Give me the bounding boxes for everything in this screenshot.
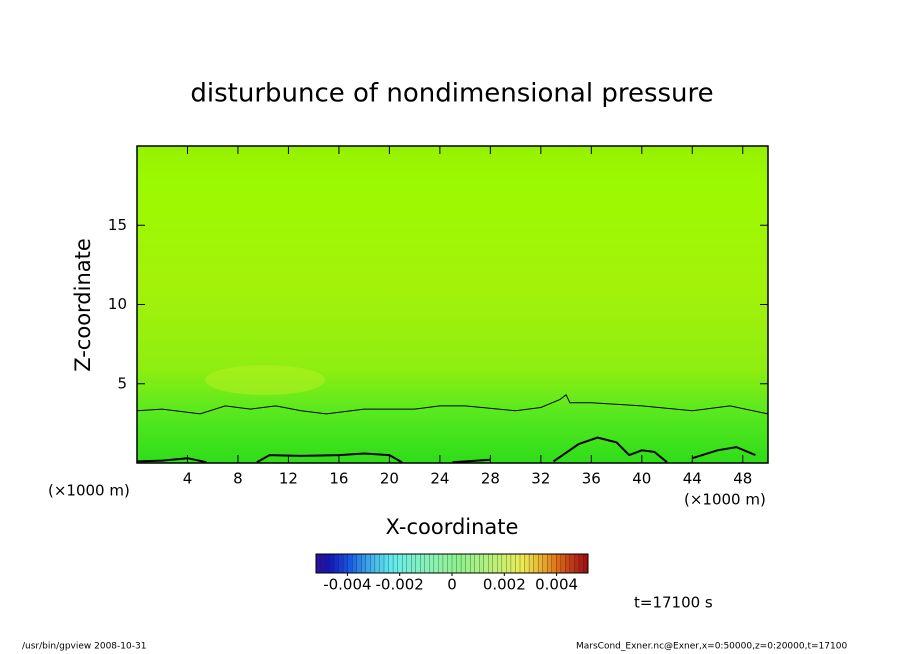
x-tick-label: 8 (233, 470, 243, 488)
colorbar-band (324, 553, 331, 574)
colorbar-band (497, 553, 503, 574)
colorbar-band (388, 553, 394, 574)
colorbar-band (411, 553, 417, 574)
colorbar-band (429, 553, 435, 574)
colorbar-band (442, 553, 448, 574)
colorbar-band (352, 553, 358, 574)
colorbar-band (515, 553, 521, 574)
colorbar-band (465, 553, 471, 574)
y-unit: (×1000 m) (48, 482, 130, 500)
contour-line (136, 436, 756, 464)
colorbar-band (542, 553, 548, 574)
colorbar-band (456, 553, 462, 574)
colorbar-band (447, 553, 453, 574)
colorbar-band (365, 553, 371, 574)
colorbar-band (383, 553, 389, 574)
x-tick-label: 24 (430, 470, 449, 488)
colorbar-band (479, 553, 485, 574)
colorbar-band (406, 553, 412, 574)
colorbar-tick-label: -0.002 (376, 576, 424, 594)
x-tick-label: 36 (582, 470, 601, 488)
x-tick-label: 48 (733, 470, 752, 488)
x-axis-label: X-coordinate (386, 515, 519, 539)
colorbar-band (343, 553, 349, 574)
x-tick-label: 28 (481, 470, 500, 488)
colorbar-band (397, 553, 403, 574)
colorbar-band (537, 553, 544, 574)
colorbar-band (451, 553, 457, 574)
contour-line (136, 394, 769, 415)
colorbar-band (506, 553, 512, 574)
colorbar-band (524, 553, 530, 574)
colorbar-band (469, 553, 476, 574)
colorbar-band (556, 553, 562, 574)
colorbar-band (460, 553, 467, 574)
x-tick-label: 32 (531, 470, 550, 488)
colorbar-band (438, 553, 444, 574)
colorbar-band (474, 553, 480, 574)
x-unit: (×1000 m) (684, 491, 766, 509)
y-tick-label: 5 (117, 374, 127, 392)
colorbar-band (420, 553, 426, 574)
colorbar-band (433, 553, 439, 574)
colorbar-band (528, 553, 535, 574)
colorbar-band (392, 553, 399, 574)
field (137, 146, 768, 463)
colorbar-band (519, 553, 525, 574)
colorbar-band (488, 553, 494, 574)
x-tick-label: 44 (683, 470, 702, 488)
colorbar-band (424, 553, 430, 574)
colorbar-tick-label: -0.004 (323, 576, 371, 594)
colorbar-tick-label: 0.002 (483, 576, 526, 594)
colorbar: -0.004 -0.002 0 0.002 0.004 (315, 553, 589, 594)
y-tick-label: 10 (108, 295, 127, 313)
y-axis-label: Z-coordinate (71, 238, 95, 372)
colorbar-band (379, 553, 385, 574)
colorbar-band (415, 553, 421, 574)
colorbar-band (501, 553, 507, 574)
colorbar-band (551, 553, 557, 574)
colorbar-band (315, 553, 321, 574)
x-tick-label: 4 (183, 470, 193, 488)
colorbar-band (574, 553, 580, 574)
footer-left: /usr/bin/gpview 2008-10-31 (22, 642, 146, 652)
chart-title: disturbunce of nondimensional pressure (190, 79, 713, 109)
x-tick-label: 20 (380, 470, 399, 488)
colorbar-band (565, 553, 571, 574)
colorbar-band (320, 553, 326, 574)
colorbar-band (510, 553, 516, 574)
field-patch (205, 365, 325, 395)
colorbar-band (338, 553, 344, 574)
colorbar-band (569, 553, 575, 574)
colorbar-band (492, 553, 498, 574)
colorbar-tick-label: 0 (447, 576, 457, 594)
colorbar-band (401, 553, 408, 574)
colorbar-band (347, 553, 353, 574)
footer-right: MarsCond_Exner.nc@Exner,x=0:50000,z=0:20… (576, 642, 847, 652)
colorbar-band (370, 553, 376, 574)
colorbar-band (356, 553, 362, 574)
colorbar-band (333, 553, 340, 574)
colorbar-band (361, 553, 367, 574)
time-label: t=17100 s (634, 594, 713, 612)
x-tick-label: 40 (632, 470, 651, 488)
colorbar-tick-label: 0.004 (535, 576, 578, 594)
x-tick-label: 12 (279, 470, 298, 488)
colorbar-band (329, 553, 335, 574)
colorbar-band (483, 553, 489, 574)
x-tick-label: 16 (329, 470, 348, 488)
colorbar-band (533, 553, 539, 574)
colorbar-band (560, 553, 566, 574)
colorbar-band (547, 553, 553, 574)
colorbar-band (374, 553, 380, 574)
y-tick-label: 15 (108, 216, 127, 234)
colorbar-band (578, 553, 584, 574)
